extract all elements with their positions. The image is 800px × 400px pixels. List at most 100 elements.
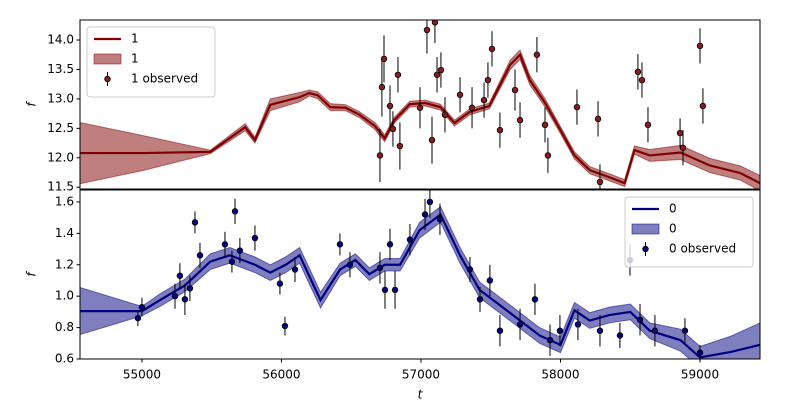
observed-point: [276, 280, 284, 287]
y-tick-label: 14.0: [47, 33, 74, 47]
observed-point: [544, 152, 552, 159]
legend-label: 1 observed: [131, 72, 198, 86]
observed-point: [376, 152, 384, 159]
legend-swatch: [642, 245, 649, 253]
observed-point: [484, 76, 492, 84]
observed-point: [386, 102, 394, 110]
observed-point: [336, 241, 344, 248]
observed-point: [496, 327, 504, 334]
observed-point: [436, 216, 444, 223]
observed-point: [644, 121, 652, 129]
observed-point: [428, 136, 436, 144]
observed-point: [196, 252, 204, 259]
plot-area: [80, 190, 760, 359]
observed-point: [676, 129, 684, 137]
observed-point: [281, 322, 289, 330]
observed-point: [596, 327, 604, 334]
observed-point: [251, 234, 259, 242]
observed-point: [651, 327, 659, 334]
x-tick-label: 56000: [262, 368, 300, 382]
legend-label: 1: [131, 32, 139, 46]
plot-area: [80, 20, 760, 189]
y-tick-label: 12.0: [47, 150, 74, 164]
y-tick-label: 13.5: [47, 62, 74, 76]
observed-point: [531, 296, 539, 303]
observed-point: [396, 142, 404, 150]
observed-point: [433, 71, 441, 78]
observed-point: [594, 115, 602, 123]
observed-point: [381, 286, 389, 294]
legend-label: 0 observed: [669, 242, 736, 256]
observed-point: [138, 303, 146, 311]
y-tick-label: 1.4: [55, 226, 74, 240]
observed-point: [376, 264, 384, 272]
observed-point: [596, 178, 604, 186]
y-tick-label: 12.5: [47, 121, 74, 135]
observed-point: [406, 236, 414, 243]
observed-point: [533, 51, 541, 58]
observed-point: [681, 327, 689, 334]
legend-label: 1: [131, 52, 139, 66]
y-axis-label: f: [25, 271, 39, 277]
observed-point: [441, 111, 449, 119]
observed-point: [699, 102, 707, 110]
x-tick-label: 55000: [123, 368, 161, 382]
observed-point: [191, 219, 199, 226]
observed-point: [391, 286, 399, 294]
legend-box: [86, 26, 216, 98]
observed-point: [476, 296, 484, 303]
observed-point: [378, 83, 386, 91]
observed-point: [541, 121, 549, 129]
observed-point: [423, 26, 431, 34]
legend-swatch: [104, 75, 111, 83]
y-axis-label: f: [25, 101, 39, 107]
axes-frame: [79, 19, 761, 190]
observed-point: [480, 96, 488, 104]
x-axis-label: t: [418, 388, 424, 400]
observed-point: [426, 198, 434, 206]
observed-point: [696, 349, 704, 356]
observed-point: [616, 332, 624, 339]
observed-point: [186, 285, 194, 292]
observed-point: [176, 272, 184, 279]
observed-point: [181, 296, 189, 303]
observed-point: [636, 316, 644, 323]
axes-frame: [79, 189, 761, 360]
observed-point: [546, 336, 554, 344]
x-tick-label: 59000: [681, 368, 719, 382]
observed-point: [416, 104, 424, 111]
legend-label: 0: [669, 202, 677, 216]
y-tick-label: 1.2: [55, 257, 74, 271]
confidence-band: [80, 49, 760, 189]
observed-point: [134, 314, 142, 322]
x-tick-label: 58000: [541, 368, 579, 382]
observed-point: [496, 126, 504, 134]
observed-point: [228, 258, 236, 265]
observed-point: [573, 103, 581, 111]
observed-point: [236, 247, 244, 254]
legend-swatch: [93, 53, 122, 65]
observed-point: [346, 261, 354, 268]
observed-point: [291, 266, 299, 273]
observed-point: [516, 116, 524, 124]
y-tick-label: 1.6: [55, 194, 74, 208]
observed-point: [171, 292, 179, 300]
observed-point: [389, 125, 397, 133]
y-tick-label: 11.5: [47, 180, 74, 194]
observed-point: [231, 208, 239, 215]
observed-point: [634, 68, 642, 76]
observed-point: [421, 211, 429, 218]
observed-point: [221, 241, 229, 248]
y-tick-label: 0.8: [55, 320, 74, 334]
observed-point: [679, 144, 687, 151]
observed-point: [511, 86, 519, 94]
y-tick-label: 1.0: [55, 289, 74, 303]
observed-point: [488, 45, 496, 53]
legend-box: [624, 196, 754, 268]
observed-point: [394, 71, 402, 78]
observed-point: [456, 91, 464, 98]
observed-point: [516, 321, 524, 328]
observed-point: [638, 76, 646, 84]
legend-label: 0: [669, 222, 677, 236]
